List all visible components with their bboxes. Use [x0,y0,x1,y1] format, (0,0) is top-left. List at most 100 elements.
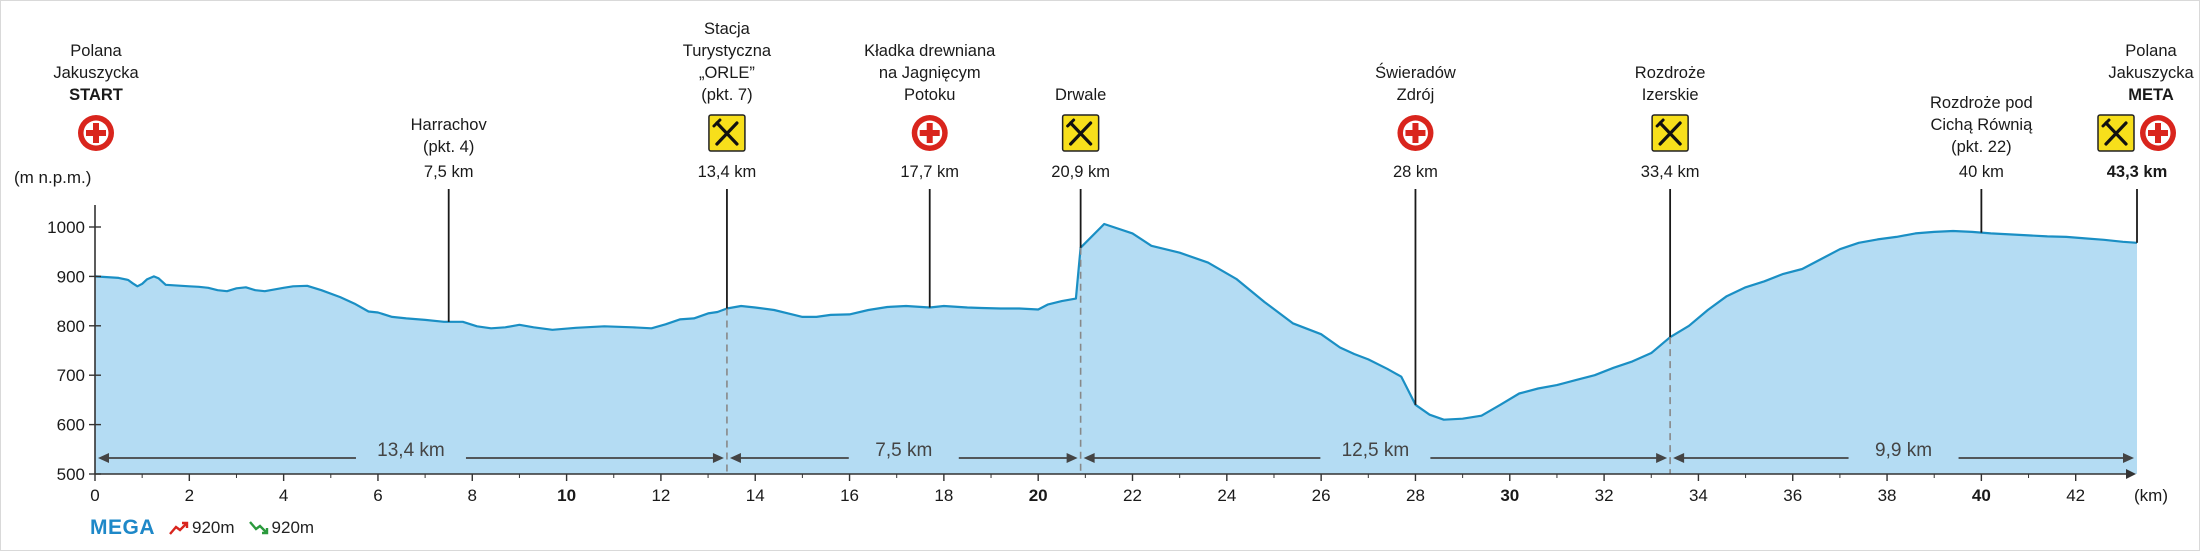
checkpoint-1: Harrachov (pkt. 4) 7,5 km [411,116,487,322]
elevation-area [95,224,2137,474]
medical-point-icon [2140,115,2176,151]
descent-stat: 920m [248,518,314,538]
ascent-stat: 920m [169,518,235,538]
y-tick-label: 800 [57,317,85,336]
fork-tines [2101,118,2111,128]
segment-distance-label: 12,5 km [1342,440,1410,461]
x-tick-label: 22 [1123,486,1142,505]
segment-arrow-right [712,453,724,463]
x-tick-label: 2 [185,486,194,505]
checkpoint-name-line: (pkt. 4) [423,138,474,156]
x-tick-label: 28 [1406,486,1425,505]
segment-arrow-right [1066,453,1078,463]
x-axis-unit-label: (km) [2134,486,2168,505]
fork-tines [712,118,722,128]
checkpoint-name-line: Zdrój [1397,86,1435,104]
checkpoint-km-label: 13,4 km [698,163,757,181]
segment-arrow-left [1083,453,1095,463]
checkpoint-name-line: Turystyczna [683,42,772,60]
food-point-icon [708,114,746,152]
x-tick-label: 10 [557,486,576,505]
medical-cross-h [919,130,940,136]
checkpoint-name-line: Stacja [704,20,751,38]
checkpoint-name-line: na Jagnięcym [879,64,981,82]
x-tick-label: 0 [90,486,99,505]
x-tick-label: 16 [840,486,859,505]
x-tick-label: 40 [1972,486,1991,505]
checkpoint-6: Rozdroże Izerskie 33,4 km [1635,64,1706,338]
segment-distance-label: 13,4 km [377,440,445,461]
x-tick-label: 38 [1878,486,1897,505]
y-tick-label: 1000 [47,218,85,237]
checkpoint-name-line: Kładka drewniana [864,42,996,60]
checkpoint-km-label: 17,7 km [900,163,959,181]
checkpoint-name-line: Świeradów [1375,63,1456,82]
checkpoint-name-line: Rozdroże [1635,64,1706,82]
checkpoint-5: Świeradów Zdrój 28 km [1375,63,1456,405]
medical-point-icon [911,115,948,151]
x-tick-label: 32 [1595,486,1614,505]
ascent-value: 920m [192,518,235,537]
x-tick-label: 30 [1500,486,1519,505]
checkpoint-name-line: Cichą Równią [1930,116,2033,134]
x-tick-label: 12 [651,486,670,505]
checkpoint-km-label: 7,5 km [424,163,474,181]
checkpoint-name-line: Rozdroże pod [1930,94,2033,112]
knife-handle [2104,121,2128,146]
knife-handle [1069,121,1093,146]
medical-cross-h [2148,130,2168,136]
medical-point-icon [78,115,114,151]
segment-label-bg [1320,445,1431,461]
x-tick-label: 8 [468,486,477,505]
x-tick-label: 26 [1312,486,1331,505]
checkpoint-name-line: Polana [70,42,122,60]
x-tick-label: 20 [1029,486,1048,505]
legend: MEGA 920m 920m [90,516,314,540]
segment-arrow-right [2123,453,2134,463]
checkpoint-start-finish-label: START [69,86,123,104]
checkpoint-km-label: 20,9 km [1051,163,1110,181]
medical-cross-h [1405,130,1426,136]
checkpoint-km-label: 43,3 km [2107,163,2168,181]
food-point-icon [1061,114,1100,152]
y-tick-label: 600 [57,416,85,435]
y-tick-label: 700 [57,366,85,385]
checkpoint-km-label: 28 km [1393,163,1438,181]
checkpoint-4: Drwale 20,9 km [1051,86,1110,248]
segment-distance-label: 9,9 km [1875,440,1932,461]
checkpoint-name-line: Potoku [904,86,955,104]
x-tick-label: 14 [746,486,765,505]
knife-handle [1658,121,1682,146]
x-axis-arrow [2126,469,2136,479]
x-tick-label: 42 [2066,486,2085,505]
checkpoint-km-label: 40 km [1959,163,2004,181]
distance-brand-label: MEGA [90,516,155,539]
segment-arrow-left [98,453,109,463]
food-point-icon [1651,114,1689,152]
fork-tines [1066,118,1076,128]
checkpoint-name-line: Izerskie [1642,86,1699,104]
checkpoint-name-line: (pkt. 22) [1951,138,2012,156]
checkpoint-2: Stacja Turystyczna „ORLE” (pkt. 7) 13,4 km [683,20,772,309]
checkpoint-name-line: (pkt. 7) [701,86,752,104]
segment-label-bg [355,445,466,461]
ascent-icon [169,521,189,535]
descent-icon [248,521,268,535]
food-point-icon [2097,114,2135,152]
checkpoint-name-line: „ORLE” [699,64,755,82]
elevation-line [94,222,2138,421]
x-tick-label: 34 [1689,486,1708,505]
x-tick-label: 4 [279,486,288,505]
segment-arrow-left [729,453,741,463]
checkpoint-8: Polana Jakuszycka META 43,3 km [2097,42,2194,243]
x-tick-label: 18 [934,486,953,505]
segment-label-bg [1848,445,1959,461]
y-tick-label: 900 [57,267,85,286]
y-tick-label: 500 [57,465,85,484]
checkpoint-3: Kładka drewniana na Jagnięcym Potoku 17,7 k… [864,42,996,308]
x-tick-label: 6 [373,486,382,505]
x-tick-label: 24 [1217,486,1236,505]
segment-arrow-left [1673,453,1685,463]
checkpoint-0: Polana Jakuszycka START [53,42,139,151]
